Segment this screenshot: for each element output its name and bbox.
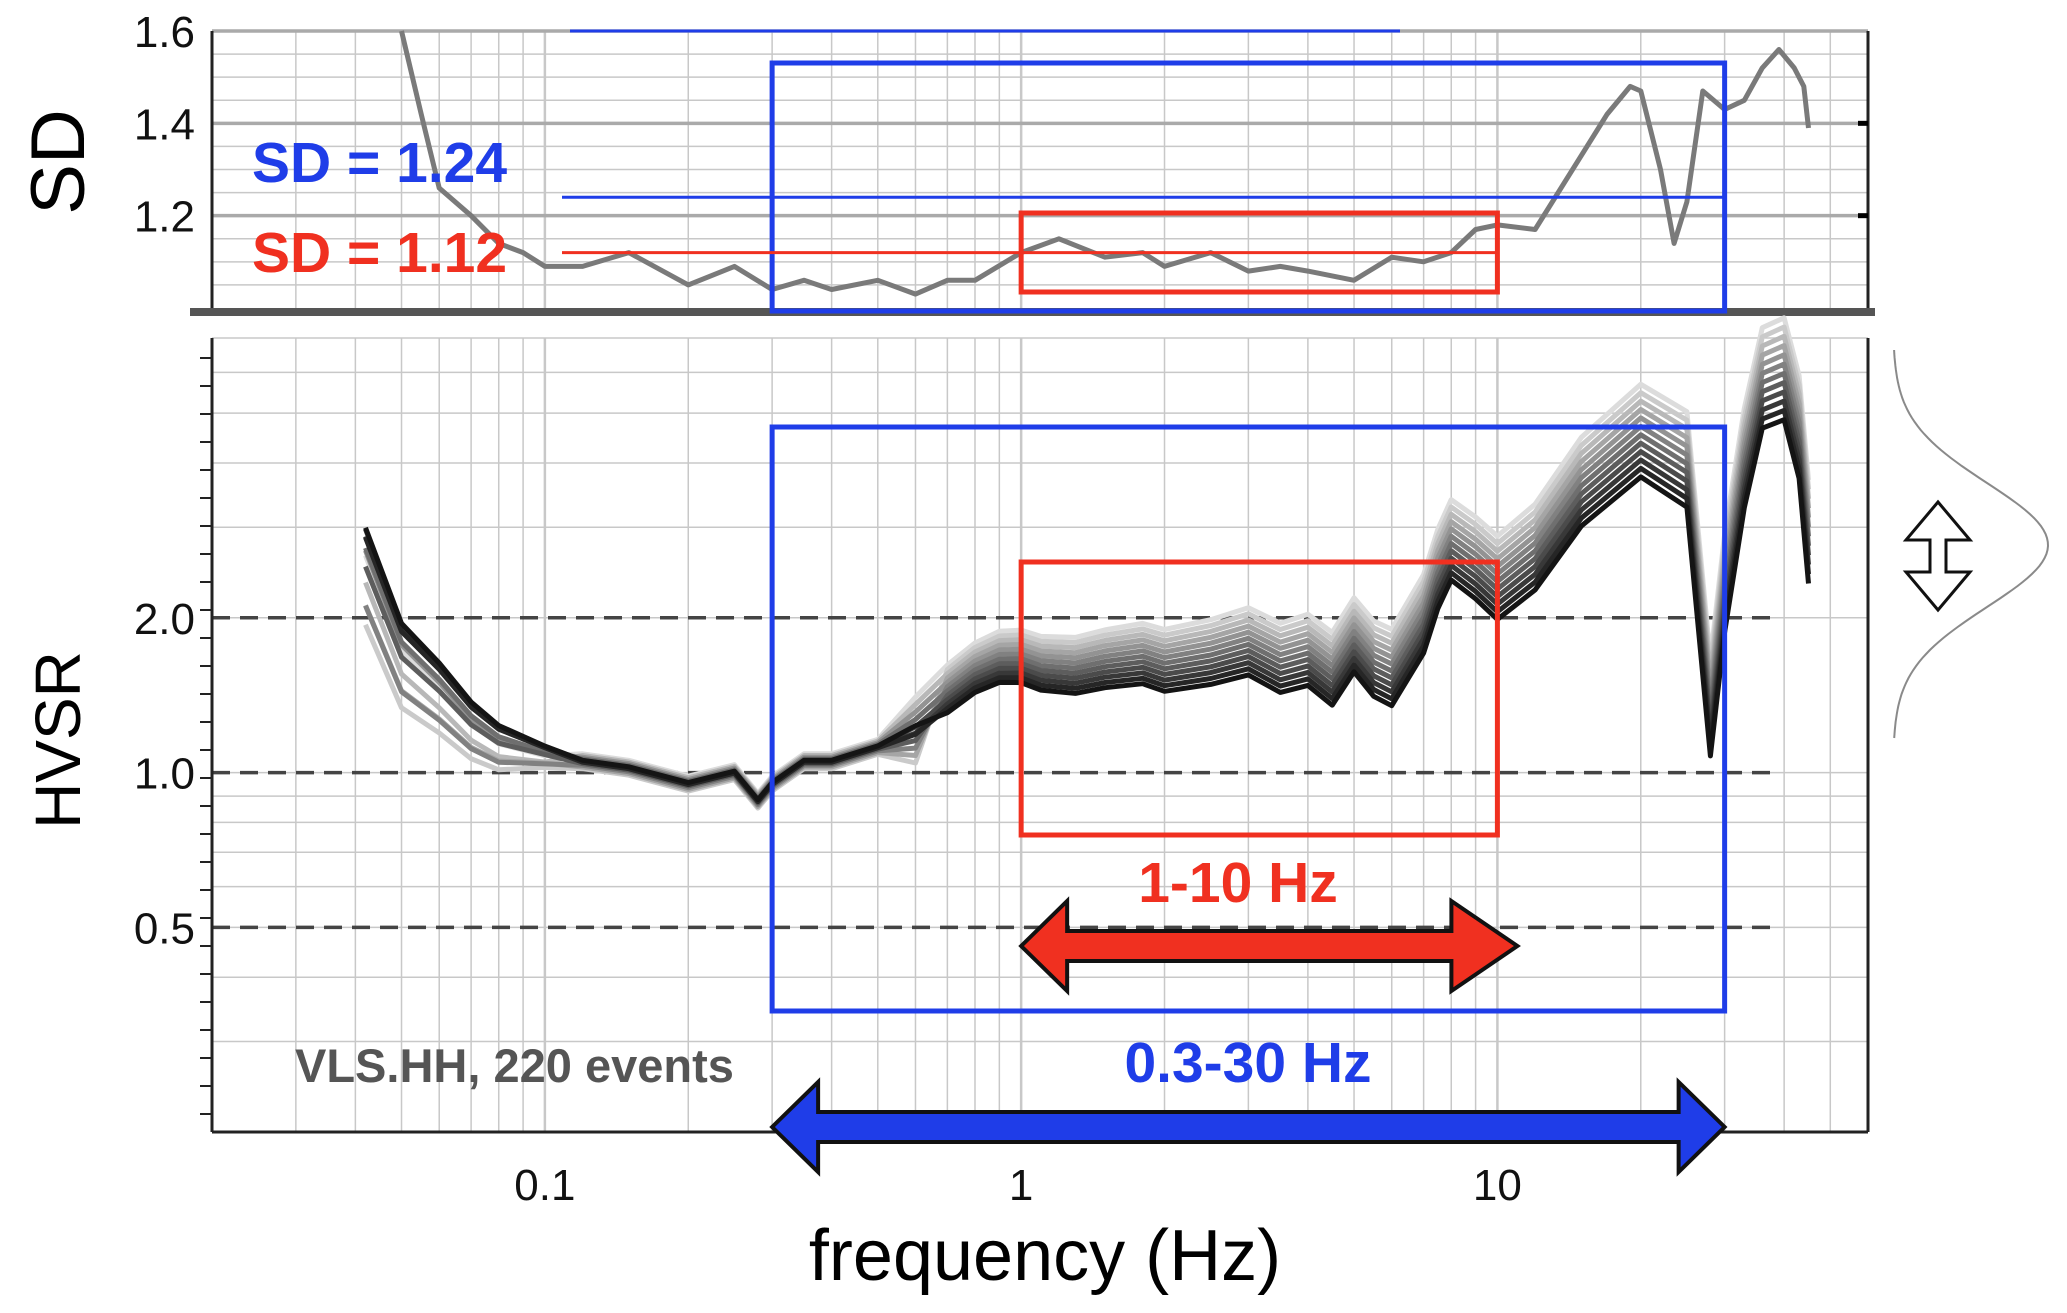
red-band-label: 1-10 Hz [1138,851,1338,915]
sd-red-label: SD = 1.12 [252,221,507,285]
double-arrow-icon [1902,499,1974,613]
hvsr-red-band-box [1018,559,1500,838]
hvsr-annotations [769,424,1728,1177]
hvsr-blue-band-box [769,424,1728,1014]
x-tick-label: 10 [1473,1161,1522,1210]
hvsr-curve [363,417,1811,803]
station-label: VLS.HH, 220 events [295,1039,734,1092]
hvsr-ticks: 0.1 1 10 0.5 1.0 2.0 [134,595,1522,1210]
sd-y-ticks: 1.2 1.4 1.6 [134,8,195,242]
sd-annotations [562,60,1728,314]
sd-panel: 1.2 1.4 1.6 SD SD = 1.24 SD = 1.12 [16,8,1875,316]
hvsr-panel: 0.1 1 10 0.5 1.0 2.0 HVSR frequency (Hz) VLS.… [22,315,1870,1296]
sd-y-tick-label: 1.2 [134,193,195,242]
hvsr-y-tick-label: 1.0 [134,750,195,799]
hvsr-y-tick-label: 0.5 [134,904,195,953]
sd-y-tick-label: 1.4 [134,100,195,149]
blue-band-label: 0.3-30 Hz [1124,1031,1371,1095]
blue-range-arrow [769,1077,1728,1177]
gaussian-curve [1893,349,2050,739]
x-axis-label: frequency (Hz) [809,1216,1281,1296]
sd-blue-label: SD = 1.24 [252,131,507,195]
hvsr-curves [363,315,1811,811]
x-tick-label: 0.1 [514,1161,575,1210]
sd-axis-label: SD [16,109,101,215]
red-range-arrow [1018,896,1521,996]
hvsr-axis-label: HVSR [22,651,94,829]
hvsr-y-tick-label: 2.0 [134,595,195,644]
sd-blue-band-box [769,60,1728,314]
x-tick-label: 1 [1009,1161,1033,1210]
sd-y-tick-label: 1.6 [134,8,195,57]
distribution-inset [1893,349,2050,739]
